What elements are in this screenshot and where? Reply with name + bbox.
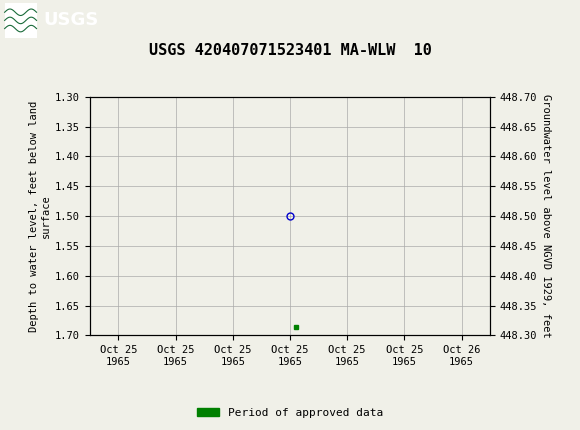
Text: USGS 420407071523401 MA-WLW  10: USGS 420407071523401 MA-WLW 10: [148, 43, 432, 58]
Legend: Period of approved data: Period of approved data: [193, 403, 387, 422]
FancyBboxPatch shape: [5, 3, 37, 37]
Text: USGS: USGS: [44, 12, 99, 29]
Y-axis label: Depth to water level, feet below land
surface: Depth to water level, feet below land su…: [30, 101, 51, 332]
Y-axis label: Groundwater level above NGVD 1929, feet: Groundwater level above NGVD 1929, feet: [542, 94, 552, 338]
